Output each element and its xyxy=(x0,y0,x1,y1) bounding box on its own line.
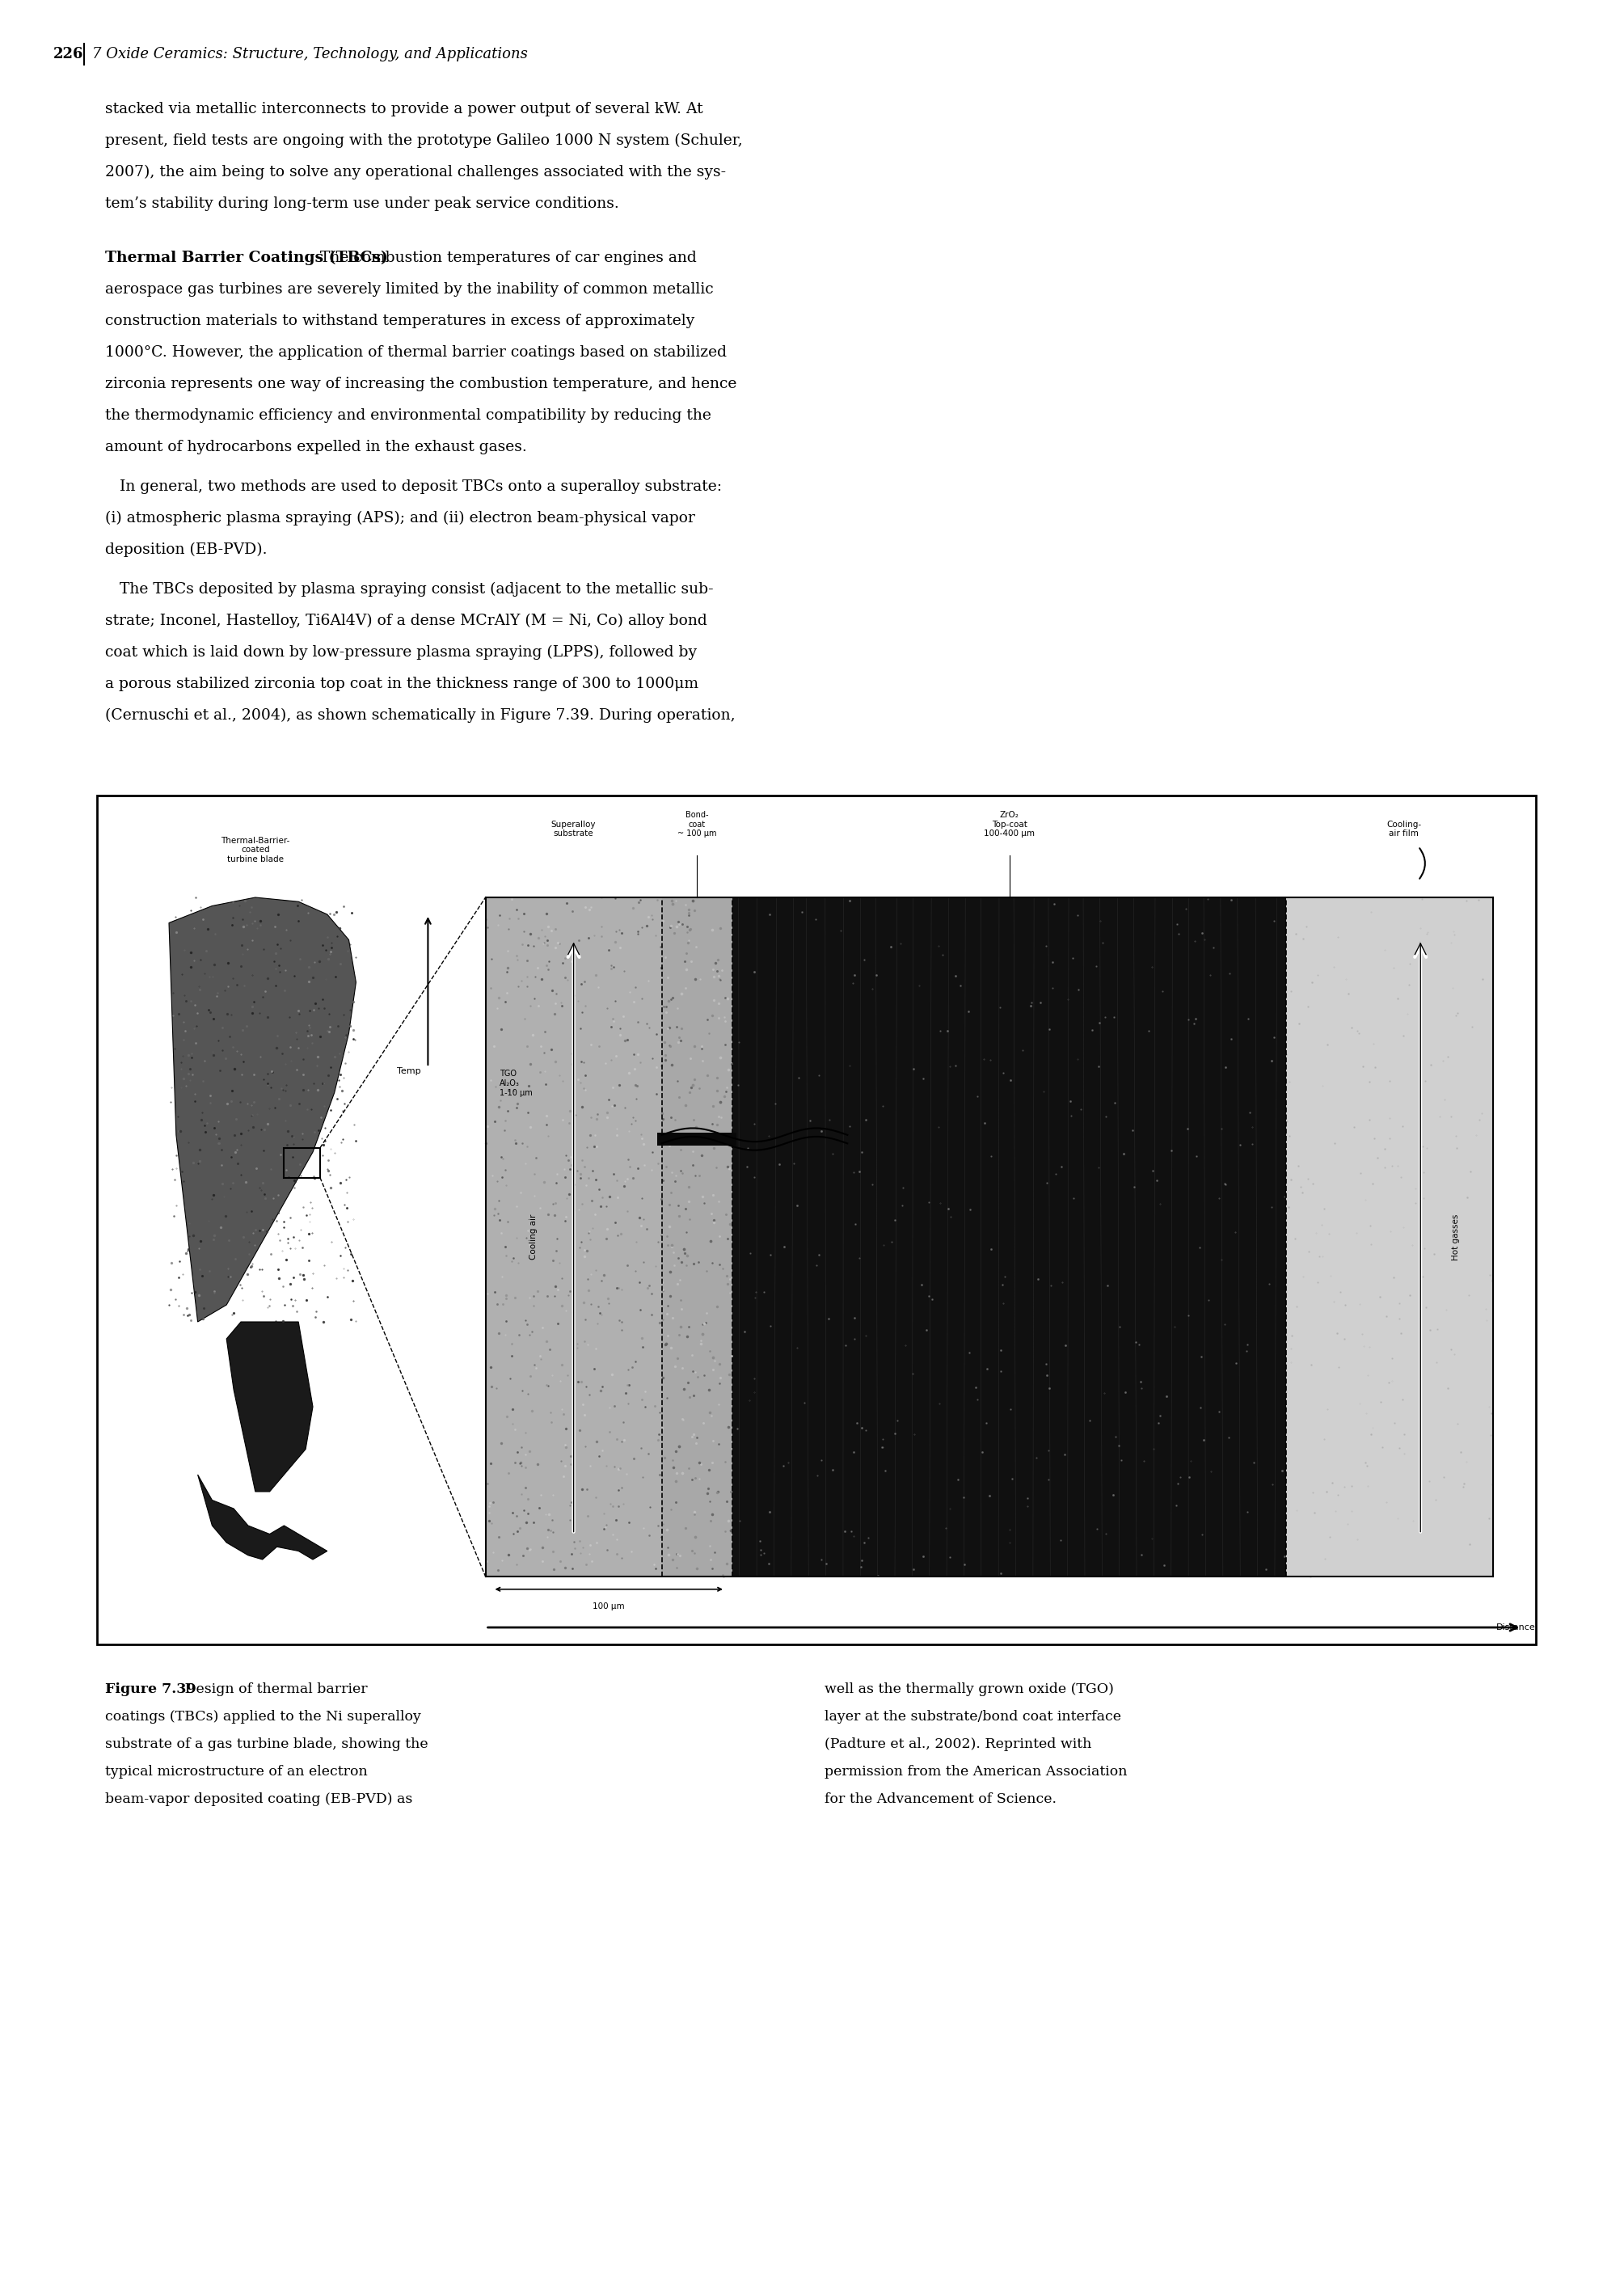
Text: aerospace gas turbines are severely limited by the inability of common metallic: aerospace gas turbines are severely limi… xyxy=(106,282,713,296)
Text: Superalloy
substrate: Superalloy substrate xyxy=(551,821,596,839)
Text: coatings (TBCs) applied to the Ni superalloy: coatings (TBCs) applied to the Ni supera… xyxy=(106,1710,421,1724)
Bar xyxy=(661,898,732,1577)
Text: well as the thermally grown oxide (TGO): well as the thermally grown oxide (TGO) xyxy=(825,1682,1114,1696)
Polygon shape xyxy=(226,1322,313,1492)
Text: ZrO₂
Top-coat
100-400 μm: ZrO₂ Top-coat 100-400 μm xyxy=(984,811,1034,839)
Text: stacked via metallic interconnects to provide a power output of several kW. At: stacked via metallic interconnects to pr… xyxy=(106,101,703,117)
Text: The TBCs deposited by plasma spraying consist (adjacent to the metallic sub-: The TBCs deposited by plasma spraying co… xyxy=(106,582,713,596)
Text: TGO
Al₂O₃
1-10 μm: TGO Al₂O₃ 1-10 μm xyxy=(500,1070,533,1096)
Text: amount of hydrocarbons expelled in the exhaust gases.: amount of hydrocarbons expelled in the e… xyxy=(106,440,526,454)
Text: a porous stabilized zirconia top coat in the thickness range of 300 to 1000μm: a porous stabilized zirconia top coat in… xyxy=(106,676,698,692)
Polygon shape xyxy=(169,898,356,1322)
Text: (Cernuschi et al., 2004), as shown schematically in Figure 7.39. During operatio: (Cernuschi et al., 2004), as shown schem… xyxy=(106,708,736,722)
Text: the thermodynamic efficiency and environmental compatibility by reducing the: the thermodynamic efficiency and environ… xyxy=(106,408,711,422)
Bar xyxy=(732,898,1286,1577)
Text: typical microstructure of an electron: typical microstructure of an electron xyxy=(106,1765,367,1779)
Text: Cooling air: Cooling air xyxy=(529,1215,538,1261)
Text: 100 μm: 100 μm xyxy=(593,1602,625,1609)
Text: Temp: Temp xyxy=(396,1068,421,1075)
Bar xyxy=(1286,898,1492,1577)
Text: Thermal Barrier Coatings (TBCs): Thermal Barrier Coatings (TBCs) xyxy=(106,250,388,266)
Text: zirconia represents one way of increasing the combustion temperature, and hence: zirconia represents one way of increasin… xyxy=(106,376,737,392)
Text: Cooling-
air film: Cooling- air film xyxy=(1387,821,1421,839)
Text: construction materials to withstand temperatures in excess of approximately: construction materials to withstand temp… xyxy=(106,314,695,328)
Text: (i) atmospheric plasma spraying (APS); and (ii) electron beam-physical vapor: (i) atmospheric plasma spraying (APS); a… xyxy=(106,511,695,525)
Bar xyxy=(486,898,661,1577)
Text: permission from the American Association: permission from the American Association xyxy=(825,1765,1127,1779)
Polygon shape xyxy=(198,1474,326,1559)
Text: 226: 226 xyxy=(54,46,84,62)
Text: Distance: Distance xyxy=(1496,1623,1536,1632)
Text: Thermal-Barrier-
coated
turbine blade: Thermal-Barrier- coated turbine blade xyxy=(221,837,289,864)
Text: tem’s stability during long-term use under peak service conditions.: tem’s stability during long-term use und… xyxy=(106,197,619,211)
Text: coat which is laid down by low-pressure plasma spraying (LPPS), followed by: coat which is laid down by low-pressure … xyxy=(106,644,697,660)
Text: beam-vapor deposited coating (EB-PVD) as: beam-vapor deposited coating (EB-PVD) as xyxy=(106,1792,412,1806)
Text: present, field tests are ongoing with the prototype Galileo 1000 N system (Schul: present, field tests are ongoing with th… xyxy=(106,133,742,149)
Bar xyxy=(97,795,1536,1643)
Bar xyxy=(658,1132,737,1146)
Text: Bond-
coat
~ 100 μm: Bond- coat ~ 100 μm xyxy=(677,811,716,839)
Text: Figure 7.39: Figure 7.39 xyxy=(106,1682,197,1696)
Text: deposition (EB-PVD).: deposition (EB-PVD). xyxy=(106,543,268,557)
Text: (Padture et al., 2002). Reprinted with: (Padture et al., 2002). Reprinted with xyxy=(825,1737,1091,1751)
Text: 1000°C. However, the application of thermal barrier coatings based on stabilized: 1000°C. However, the application of ther… xyxy=(106,346,726,360)
Text: Design of thermal barrier: Design of thermal barrier xyxy=(172,1682,369,1696)
Text: The combustion temperatures of car engines and: The combustion temperatures of car engin… xyxy=(305,250,697,266)
Text: 7 Oxide Ceramics: Structure, Technology, and Applications: 7 Oxide Ceramics: Structure, Technology,… xyxy=(93,46,528,62)
Text: strate; Inconel, Hastelloy, Ti6Al4V) of a dense MCrAlY (M = Ni, Co) alloy bond: strate; Inconel, Hastelloy, Ti6Al4V) of … xyxy=(106,614,706,628)
Bar xyxy=(284,1148,320,1178)
Text: Hot gasses: Hot gasses xyxy=(1452,1215,1460,1261)
Text: 2007), the aim being to solve any operational challenges associated with the sys: 2007), the aim being to solve any operat… xyxy=(106,165,726,179)
Text: In general, two methods are used to deposit TBCs onto a superalloy substrate:: In general, two methods are used to depo… xyxy=(106,479,721,495)
Text: substrate of a gas turbine blade, showing the: substrate of a gas turbine blade, showin… xyxy=(106,1737,429,1751)
Text: for the Advancement of Science.: for the Advancement of Science. xyxy=(825,1792,1057,1806)
Text: layer at the substrate/bond coat interface: layer at the substrate/bond coat interfa… xyxy=(825,1710,1121,1724)
